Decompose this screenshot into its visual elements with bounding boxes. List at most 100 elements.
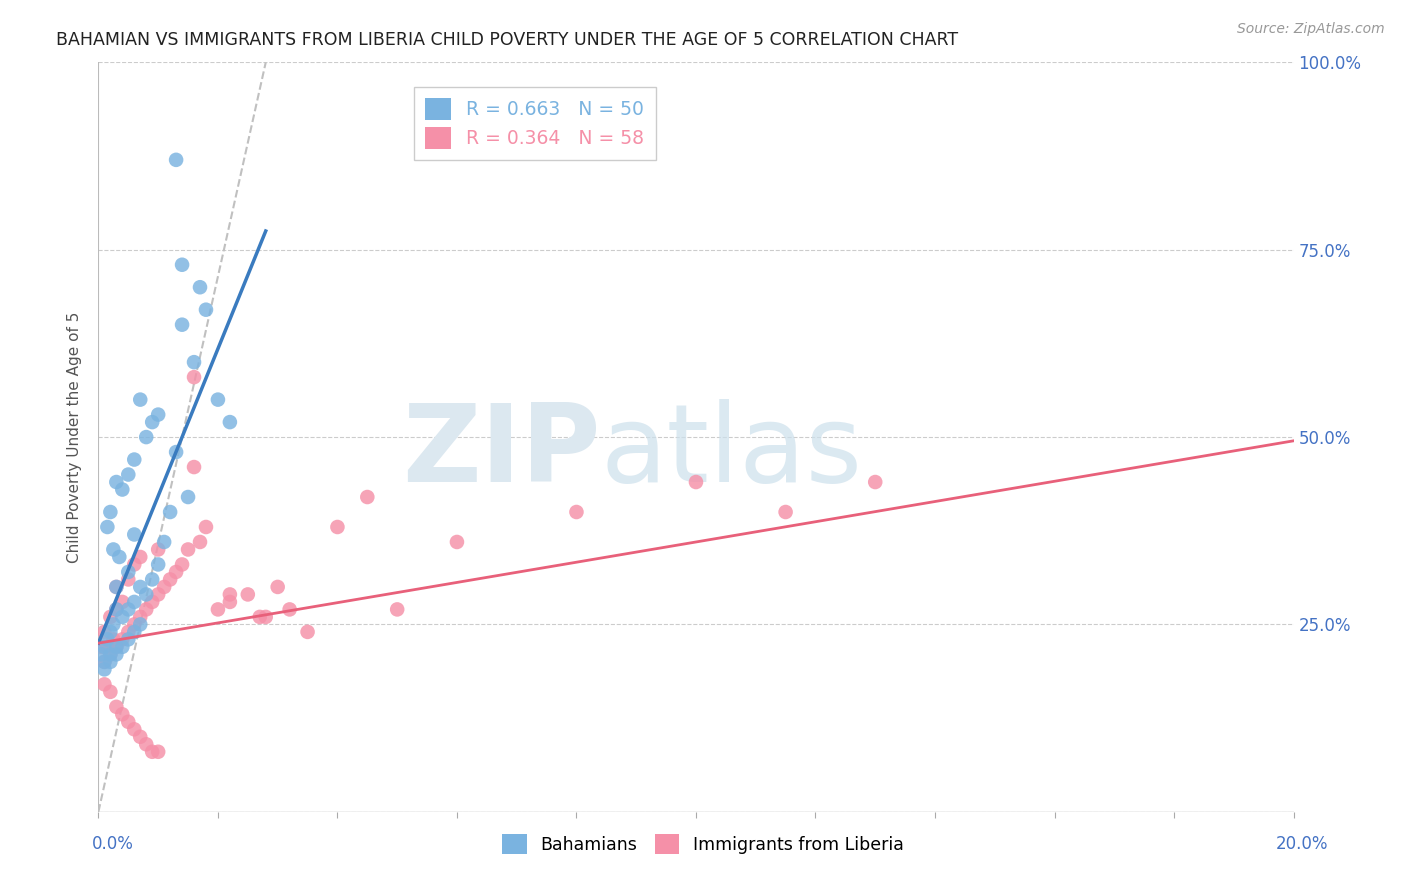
Point	[90, 648, 112, 662]
Point	[105, 602, 128, 616]
Point	[297, 624, 319, 639]
Point	[124, 723, 146, 737]
Point	[129, 617, 152, 632]
Point	[117, 602, 139, 616]
Point	[148, 587, 170, 601]
Point	[165, 565, 187, 579]
Point	[183, 370, 205, 384]
Point	[117, 573, 139, 587]
Point	[188, 535, 211, 549]
Point	[685, 475, 707, 489]
Point	[124, 617, 146, 632]
Text: Source: ZipAtlas.com: Source: ZipAtlas.com	[1237, 22, 1385, 37]
Point	[165, 445, 187, 459]
Point	[117, 714, 139, 729]
Point	[188, 280, 211, 294]
Point	[195, 520, 218, 534]
Point	[385, 602, 409, 616]
Point	[93, 624, 115, 639]
Point	[565, 505, 588, 519]
Y-axis label: Child Poverty Under the Age of 5: Child Poverty Under the Age of 5	[67, 311, 83, 563]
Point	[183, 355, 205, 369]
Point	[141, 415, 163, 429]
Point	[775, 505, 797, 519]
Text: 0.0%: 0.0%	[91, 835, 134, 853]
Point	[105, 648, 128, 662]
Point	[93, 677, 115, 691]
Point	[111, 640, 134, 654]
Point	[98, 610, 122, 624]
Point	[219, 587, 242, 601]
Point	[153, 580, 176, 594]
Point	[207, 392, 229, 407]
Point	[356, 490, 378, 504]
Text: atlas: atlas	[600, 399, 862, 505]
Point	[98, 655, 122, 669]
Point	[96, 632, 118, 647]
Point	[865, 475, 887, 489]
Point	[117, 565, 139, 579]
Point	[177, 542, 200, 557]
Point	[236, 587, 259, 601]
Point	[326, 520, 349, 534]
Point	[98, 505, 122, 519]
Point	[111, 483, 134, 497]
Point	[117, 467, 139, 482]
Point	[105, 699, 128, 714]
Point	[93, 662, 115, 676]
Point	[105, 640, 128, 654]
Point	[124, 558, 146, 572]
Point	[103, 632, 125, 647]
Point	[117, 624, 139, 639]
Point	[111, 632, 134, 647]
Point	[90, 640, 112, 654]
Point	[135, 737, 157, 751]
Point	[117, 632, 139, 647]
Point	[135, 587, 157, 601]
Point	[267, 580, 290, 594]
Point	[172, 258, 194, 272]
Point	[98, 685, 122, 699]
Point	[446, 535, 468, 549]
Point	[153, 535, 176, 549]
Point	[105, 580, 128, 594]
Point	[98, 624, 122, 639]
Point	[148, 745, 170, 759]
Point	[129, 549, 152, 564]
Point	[93, 655, 115, 669]
Point	[148, 558, 170, 572]
Point	[148, 408, 170, 422]
Point	[219, 595, 242, 609]
Point	[124, 595, 146, 609]
Point	[129, 392, 152, 407]
Point	[159, 573, 181, 587]
Text: 20.0%: 20.0%	[1277, 835, 1329, 853]
Point	[108, 549, 131, 564]
Point	[124, 624, 146, 639]
Point	[103, 542, 125, 557]
Point	[96, 520, 118, 534]
Point	[141, 595, 163, 609]
Legend: Bahamians, Immigrants from Liberia: Bahamians, Immigrants from Liberia	[495, 827, 911, 861]
Text: BAHAMIAN VS IMMIGRANTS FROM LIBERIA CHILD POVERTY UNDER THE AGE OF 5 CORRELATION: BAHAMIAN VS IMMIGRANTS FROM LIBERIA CHIL…	[56, 31, 959, 49]
Point	[177, 490, 200, 504]
Point	[103, 617, 125, 632]
Point	[172, 318, 194, 332]
Point	[249, 610, 271, 624]
Point	[195, 302, 218, 317]
Point	[93, 640, 115, 654]
Point	[135, 430, 157, 444]
Point	[96, 640, 118, 654]
Point	[148, 542, 170, 557]
Point	[111, 610, 134, 624]
Point	[124, 527, 146, 541]
Point	[172, 558, 194, 572]
Text: ZIP: ZIP	[402, 399, 600, 505]
Point	[105, 602, 128, 616]
Point	[105, 640, 128, 654]
Point	[98, 648, 122, 662]
Point	[254, 610, 277, 624]
Point	[219, 415, 242, 429]
Legend: R = 0.663   N = 50, R = 0.364   N = 58: R = 0.663 N = 50, R = 0.364 N = 58	[413, 87, 655, 160]
Point	[111, 595, 134, 609]
